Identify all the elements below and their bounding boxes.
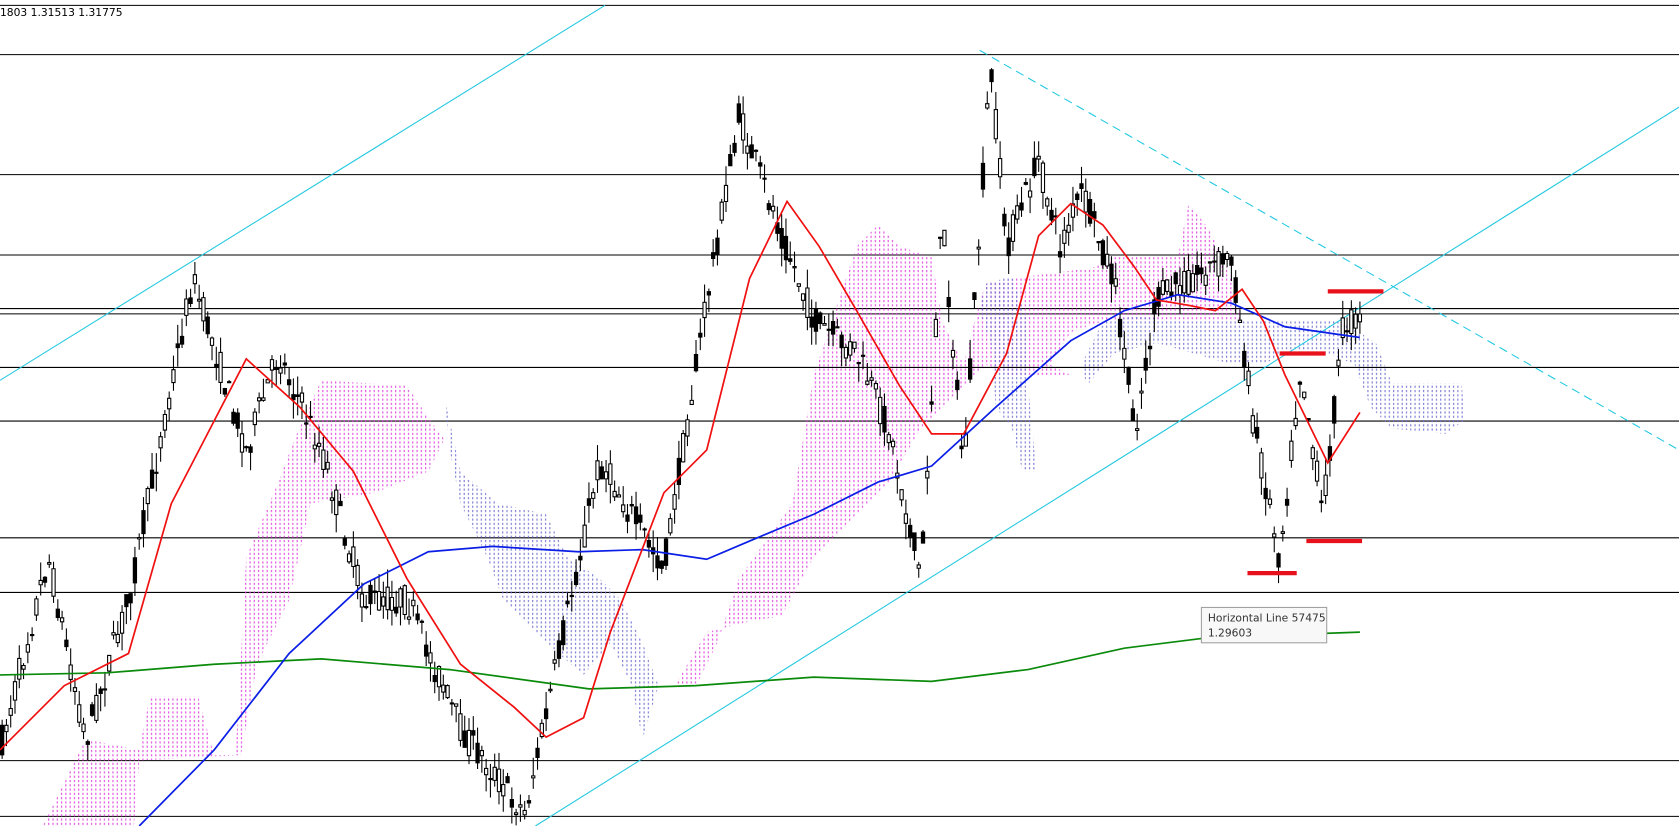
trend-lines (0, 4, 1679, 826)
channel-line (535, 106, 1679, 826)
cloud-bullish (658, 203, 1243, 686)
channel-line (0, 4, 606, 381)
moving-average-mid (138, 293, 1361, 826)
candle-bodies (0, 69, 1337, 808)
tooltip-box (1200, 606, 1328, 644)
tooltip: Horizontal Line 57475 1.29603 (1200, 606, 1328, 644)
moving-average-fast (0, 199, 1361, 751)
candle-bodies (4, 103, 1363, 816)
ichimoku-cloud (42, 203, 1465, 826)
cloud-bearish (1081, 316, 1465, 434)
quote-header: 1803 1.31513 1.31775 (0, 6, 123, 19)
trend-line-dashed (979, 49, 1679, 451)
tooltip-title: Horizontal Line 57475 (1208, 611, 1326, 624)
cloud-bullish (42, 380, 445, 826)
level-markers (1247, 289, 1384, 576)
tooltip-value: 1.29603 (1208, 626, 1252, 639)
cloud-bearish (444, 396, 659, 740)
cloud-bearish (979, 276, 1037, 472)
moving-average-slow (0, 631, 1360, 690)
